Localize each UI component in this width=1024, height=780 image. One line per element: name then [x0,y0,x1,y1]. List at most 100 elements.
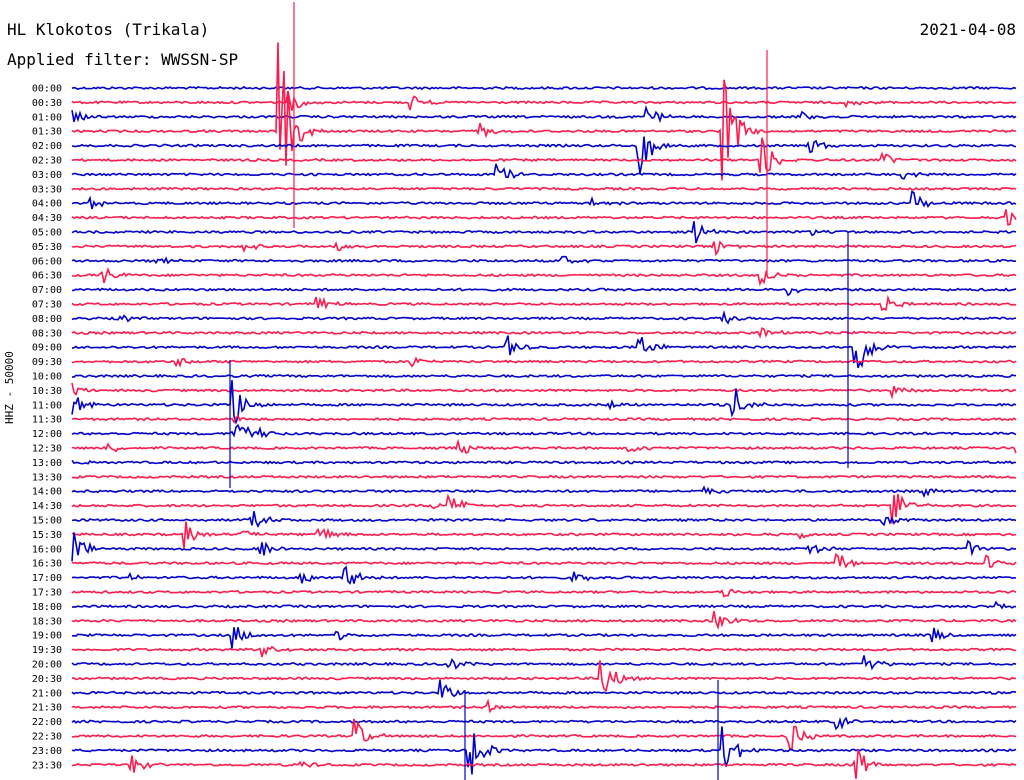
trace-line [71,718,1017,751]
row-time-label: 18:30 [32,616,62,627]
trace-line [71,287,1017,297]
row-time-label: 08:30 [32,328,62,339]
trace-line [71,327,1017,339]
trace-line [71,163,1017,180]
trace-line [71,90,1017,111]
trace-line [71,474,1017,479]
trace-line [71,309,1017,325]
row-time-label: 14:00 [32,487,62,498]
trace-line [71,521,1017,549]
trace-line [71,335,1017,369]
row-time-label: 22:30 [32,732,62,743]
row-time-label: 14:30 [32,501,62,512]
row-time-label: 13:00 [32,458,62,469]
trace-line [71,423,1017,439]
row-time-label: 16:30 [32,559,62,570]
row-time-label: 02:00 [32,141,62,152]
row-time-label: 18:00 [32,602,62,613]
row-time-label: 01:30 [32,127,62,138]
trace-line [71,415,1017,425]
row-time-label: 15:30 [32,530,62,541]
row-time-label: 22:00 [32,717,62,728]
trace-line [72,645,1017,658]
row-time-label: 04:30 [32,213,62,224]
trace-line [71,294,1017,312]
row-time-label: 00:30 [32,98,62,109]
trace-line [71,190,1017,210]
row-time-label: 21:30 [32,703,62,714]
row-time-label: 16:00 [32,544,62,555]
row-time-label: 07:30 [32,300,62,311]
row-time-label: 11:00 [32,400,62,411]
row-time-label: 08:00 [32,314,62,325]
trace-line [71,382,1017,400]
row-time-label: 12:30 [32,444,62,455]
row-time-label: 23:00 [32,746,62,757]
row-time-label: 04:00 [32,199,62,210]
trace-line [71,660,1017,693]
trace-line [71,221,1017,244]
row-time-label: 05:00 [32,228,62,239]
trace-line [71,485,1017,499]
trace-line [71,532,1017,562]
row-time-label: 03:00 [32,170,62,181]
row-time-label: 02:30 [32,156,62,167]
row-time-label: 23:30 [32,760,62,771]
trace-line [71,373,1016,379]
row-time-label: 06:00 [32,256,62,267]
trace-line [71,716,1017,731]
trace-line [71,267,1017,287]
row-time-label: 11:30 [32,415,62,426]
trace-line [71,137,1017,173]
trace-line [71,356,1017,368]
row-time-label: 19:30 [32,645,62,656]
trace-line [71,552,1017,569]
row-time-label: 19:00 [32,631,62,642]
trace-line [71,209,1017,226]
row-time-label: 06:30 [32,271,62,282]
row-time-label: 17:00 [32,573,62,584]
trace-line [71,42,1017,181]
row-time-label: 00:00 [32,84,62,95]
trace-line [71,726,1017,775]
row-time-label: 07:00 [32,285,62,296]
row-time-label: 05:30 [32,242,62,253]
row-time-label: 13:30 [32,472,62,483]
trace-line [71,438,1017,454]
trace-line [71,85,1017,91]
row-time-label: 10:30 [32,386,62,397]
filter-label: Applied filter: WWSSN-SP [7,50,239,69]
row-time-label: 09:30 [32,357,62,368]
trace-line [71,240,1017,257]
row-time-label: 20:30 [32,674,62,685]
row-time-label: 20:00 [32,660,62,671]
station-title: HL Klokotos (Trikala) [7,20,210,39]
row-time-label: 10:00 [32,372,62,383]
row-time-label: 01:00 [32,112,62,123]
trace-line [71,747,1017,779]
date-label: 2021-04-08 [919,20,1016,39]
trace-line [71,380,1017,425]
trace-line [71,493,1017,524]
trace-line [71,679,1017,698]
trace-line [71,627,1017,649]
trace-line [71,600,1017,610]
trace-line [71,136,1017,174]
row-time-label: 17:30 [32,588,62,599]
row-time-label: 15:00 [32,516,62,527]
trace-line [71,511,1017,529]
row-time-label: 21:00 [32,688,62,699]
row-time-label: 03:30 [32,184,62,195]
trace-line [71,588,1017,598]
trace-line [71,105,1017,124]
row-time-label: 09:00 [32,343,62,354]
trace-line [71,610,1017,630]
trace-line [71,255,1017,265]
row-time-label: 12:00 [32,429,62,440]
trace-line [71,186,1017,191]
trace-line [71,459,1017,465]
trace-line [71,565,1017,585]
trace-line [71,698,1017,714]
trace-line [71,655,1017,671]
